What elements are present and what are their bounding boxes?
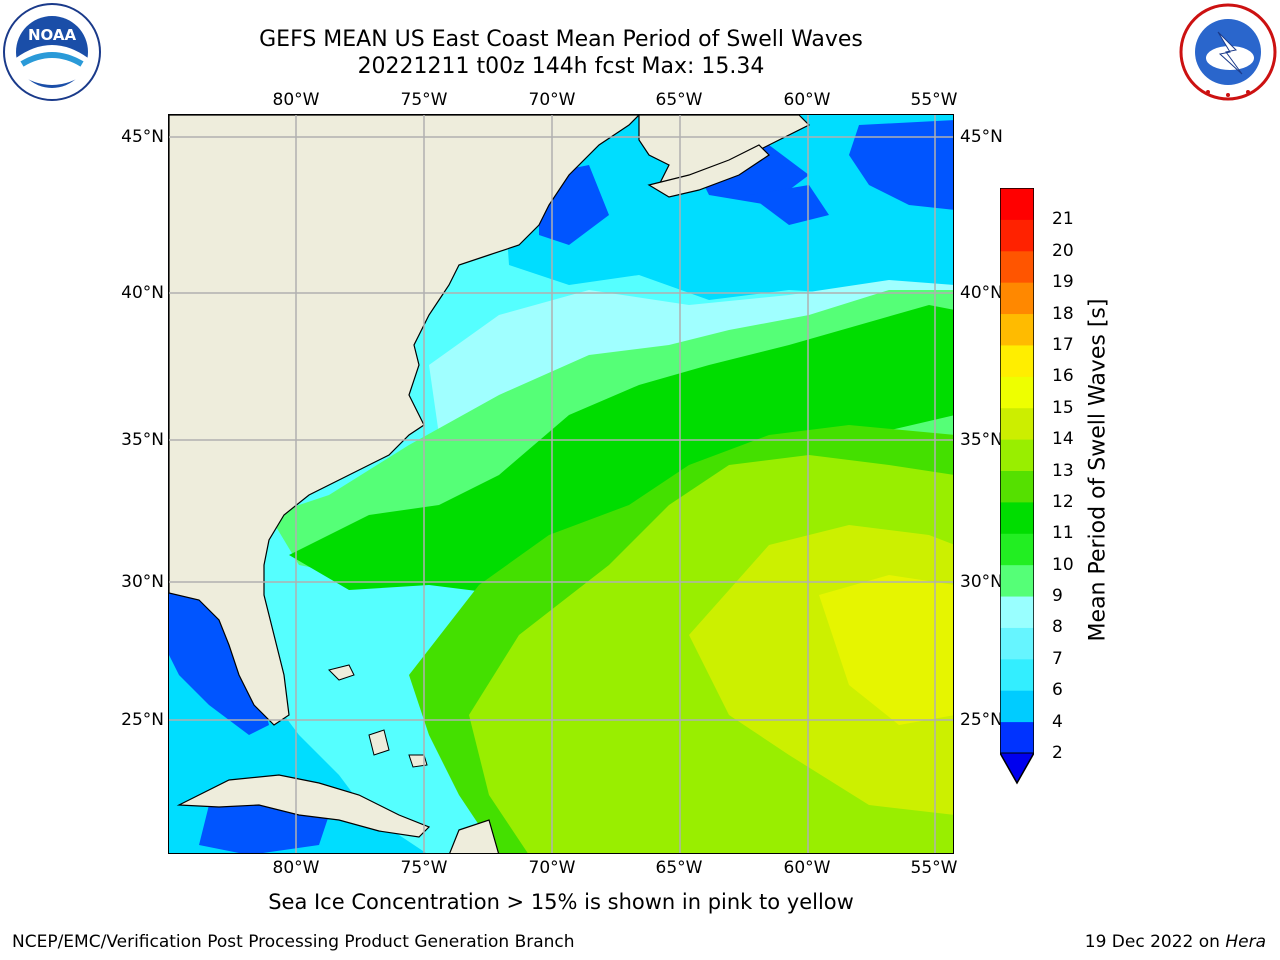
lat-label-left: 40°N (121, 283, 164, 303)
colorbar-tick-label: 20 (1052, 240, 1074, 261)
colorbar-tick-label: 2 (1052, 743, 1063, 763)
lon-label-bottom: 55°W (910, 858, 958, 878)
footer-date: 19 Dec 2022 on Hera (1085, 932, 1266, 952)
lon-label-top: 80°W (272, 90, 320, 110)
land-bahamas (368, 729, 390, 756)
noaa-logo: NOAA (2, 2, 102, 102)
lon-label-top: 70°W (528, 90, 576, 110)
lon-label-bottom: 60°W (783, 858, 831, 878)
colorbar-tick-label: 14 (1052, 429, 1074, 450)
lon-label-top: 55°W (910, 90, 958, 110)
colorbar-segment (1000, 533, 1034, 566)
noaa-logo-text: NOAA (28, 26, 77, 44)
land-bahamas (408, 754, 428, 768)
nws-logo (1178, 2, 1278, 102)
lon-label-bottom: 80°W (272, 858, 320, 878)
lon-label-top: 60°W (783, 90, 831, 110)
lon-label-bottom: 75°W (400, 858, 448, 878)
colorbar-tick-label: 15 (1052, 397, 1074, 418)
colorbar-segment (1000, 501, 1034, 534)
land-hispaniola (449, 819, 500, 853)
lat-label-left: 35°N (121, 430, 164, 450)
colorbar-segment (1000, 188, 1034, 220)
colorbar-segment (1000, 658, 1034, 691)
chart-title: GEFS MEAN US East Coast Mean Period of S… (259, 27, 863, 52)
colorbar-segment (1000, 627, 1034, 660)
graticule (169, 115, 953, 853)
colorbar-segment (1000, 470, 1034, 503)
lat-label-right: 35°N (960, 430, 1003, 450)
colorbar-title: Mean Period of Swell Waves [s] (1085, 298, 1111, 642)
lat-label-left: 45°N (121, 127, 164, 147)
colorbar-segment (1000, 250, 1034, 283)
lon-label-top: 75°W (400, 90, 448, 110)
colorbar-tick-label: 17 (1052, 334, 1074, 355)
sea-ice-caption: Sea Ice Concentration > 15% is shown in … (268, 890, 854, 914)
colorbar-outline (1000, 188, 1034, 785)
ocean-region (169, 587, 269, 735)
colorbar-segment (1000, 564, 1034, 597)
colorbar-tick-label: 13 (1052, 460, 1074, 481)
colorbar-segment (1000, 721, 1034, 754)
ocean-region (749, 185, 829, 225)
lat-label-left: 30°N (121, 572, 164, 592)
chart-subtitle: 20221211 t00z 144h fcst Max: 15.34 (357, 54, 765, 79)
land-nova-scotia (647, 144, 770, 198)
colorbar-segment (1000, 376, 1034, 409)
colorbar (1000, 188, 1034, 785)
colorbar-segment (1000, 282, 1034, 315)
colorbar-segment (1000, 313, 1034, 346)
colorbar-segment (1000, 690, 1034, 723)
lon-label-top: 65°W (655, 90, 703, 110)
lat-label-right: 40°N (960, 283, 1003, 303)
lat-label-right: 45°N (960, 127, 1003, 147)
colorbar-tick-label: 12 (1052, 491, 1074, 512)
land-bahamas (328, 664, 355, 681)
ocean-region (819, 575, 953, 725)
ocean-region (849, 120, 953, 210)
colorbar-tick-label: 10 (1052, 554, 1074, 575)
colorbar-tick-label: 9 (1052, 586, 1063, 607)
colorbar-tick-label: 6 (1052, 680, 1063, 701)
ocean-region (499, 115, 953, 300)
colorbar-segment (1000, 596, 1034, 628)
ocean-region (289, 305, 953, 595)
footer-host: Hera (1225, 932, 1266, 952)
colorbar-tick-label: 19 (1052, 272, 1074, 293)
colorbar-tick-label: 18 (1052, 303, 1074, 324)
lon-label-bottom: 65°W (655, 858, 703, 878)
colorbar-segment (1000, 407, 1034, 440)
footer-credit: NCEP/EMC/Verification Post Processing Pr… (12, 932, 575, 952)
colorbar-segment (1000, 219, 1034, 252)
colorbar-extend-triangle (1000, 752, 1034, 785)
swell-period-map (169, 115, 953, 853)
colorbar-tick-label: 11 (1052, 523, 1074, 544)
lat-label-right: 30°N (960, 572, 1003, 592)
colorbar-tick-label: 7 (1052, 648, 1063, 669)
colorbar-segment (1000, 439, 1034, 471)
colorbar-tick-label: 16 (1052, 366, 1074, 387)
colorbar-tick-label: 21 (1052, 209, 1074, 230)
map-panel (168, 114, 954, 854)
colorbar-tick-label: 8 (1052, 617, 1063, 638)
lon-label-bottom: 70°W (528, 858, 576, 878)
colorbar-tick-label: 4 (1052, 711, 1063, 732)
lat-label-left: 25°N (121, 710, 164, 730)
lat-label-right: 25°N (960, 710, 1003, 730)
footer-date-text: 19 Dec 2022 on (1084, 932, 1226, 952)
colorbar-segment (1000, 344, 1034, 377)
land-north-america (169, 115, 640, 726)
